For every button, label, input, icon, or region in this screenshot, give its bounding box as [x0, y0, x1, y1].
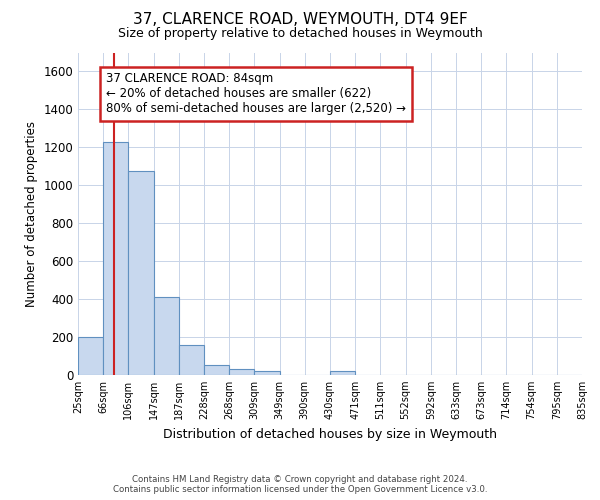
- Text: 37 CLARENCE ROAD: 84sqm
← 20% of detached houses are smaller (622)
80% of semi-d: 37 CLARENCE ROAD: 84sqm ← 20% of detache…: [106, 72, 406, 116]
- Text: Size of property relative to detached houses in Weymouth: Size of property relative to detached ho…: [118, 28, 482, 40]
- Text: Contains HM Land Registry data © Crown copyright and database right 2024.
Contai: Contains HM Land Registry data © Crown c…: [113, 474, 487, 494]
- Bar: [229, 370, 254, 375]
- Bar: [103, 142, 128, 375]
- Y-axis label: Number of detached properties: Number of detached properties: [25, 120, 38, 306]
- Bar: [330, 371, 355, 375]
- Bar: [254, 371, 280, 375]
- Bar: [128, 171, 154, 375]
- Bar: [154, 297, 179, 375]
- X-axis label: Distribution of detached houses by size in Weymouth: Distribution of detached houses by size …: [163, 428, 497, 440]
- Bar: [179, 344, 204, 375]
- Text: 37, CLARENCE ROAD, WEYMOUTH, DT4 9EF: 37, CLARENCE ROAD, WEYMOUTH, DT4 9EF: [133, 12, 467, 28]
- Bar: [78, 337, 103, 375]
- Bar: [204, 364, 229, 375]
